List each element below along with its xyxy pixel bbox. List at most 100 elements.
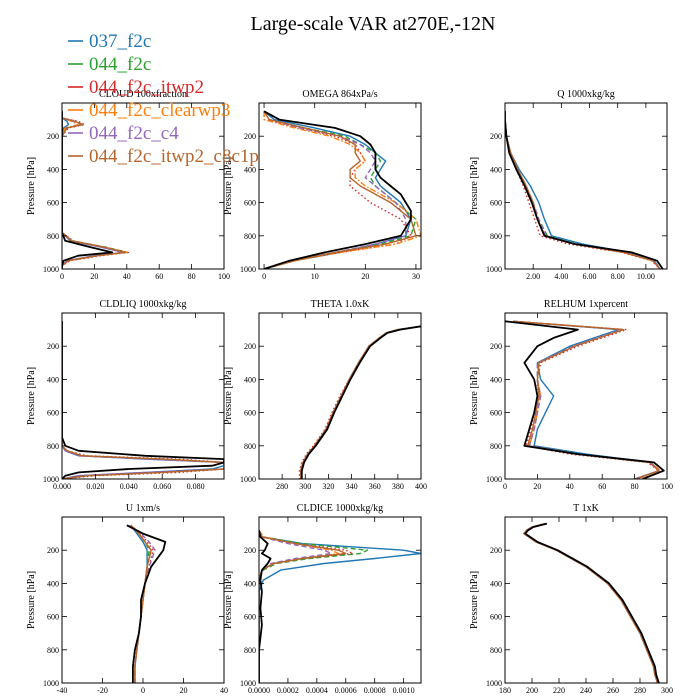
x-tick-label: 0.0004 <box>306 686 328 695</box>
x-tick-label: 280 <box>276 482 288 491</box>
legend-item: 037_f2c <box>68 31 151 52</box>
x-tick-label: 0.000 <box>53 482 71 491</box>
plot-frame <box>258 312 422 480</box>
legend-label: 044_f2c <box>89 54 151 75</box>
x-tick-label: 20 <box>361 272 369 281</box>
series-line-black <box>524 522 660 683</box>
series-line-black <box>259 530 272 683</box>
x-tick-label: 0.0002 <box>277 686 299 695</box>
y-axis-label: Pressure [hPa] <box>26 367 37 425</box>
series-line-044_f2c_clearwp3 <box>300 325 421 479</box>
x-tick-label: 220 <box>553 686 565 695</box>
x-tick-label: 6.00 <box>583 272 597 281</box>
series-line-044_f2c <box>259 529 369 683</box>
panel-cldliq: CLDLIQ 1000xkg/kg Pressure [hPa] 0.000 0.02… <box>26 299 225 491</box>
plot-frame <box>258 102 422 270</box>
series-line-black <box>62 321 224 479</box>
y-tick-label: 600 <box>47 199 59 208</box>
series-line-black <box>263 110 412 269</box>
y-tick-label: 400 <box>47 579 59 588</box>
x-tick-label: 180 <box>499 686 511 695</box>
panel-q: Q 1000xkg/kg Pressure [hPa] 2.00 4.00 6.00 8.… <box>469 89 668 281</box>
y-tick-label: 800 <box>244 232 256 241</box>
panels-group: CLOUD 100xfraction Pressure [hPa] 0 20 40 60 8… <box>26 89 673 695</box>
y-tick-label: 400 <box>490 165 502 174</box>
legend-item: 044_f2c_c4 <box>68 123 179 144</box>
y-tick-label: 800 <box>47 442 59 451</box>
figure-title: Large-scale VAR at270E,-12N <box>251 13 496 35</box>
x-tick-label: 200 <box>526 686 538 695</box>
y-tick-label: 1000 <box>43 265 59 274</box>
legend-item: 044_f2c_clearwp3 <box>68 100 230 121</box>
panel-cldice: CLDICE 1000xkg/kg Pressure [hPa] 0.0000 0.0… <box>223 503 422 695</box>
series-line-black <box>505 111 664 269</box>
series-line-044_f2c_c4 <box>128 524 156 683</box>
y-tick-label: 1000 <box>240 679 256 688</box>
x-tick-label: 10.00 <box>637 272 655 281</box>
legend-label: 044_f2c_itwp2 <box>89 77 204 98</box>
x-tick-label: 40 <box>220 686 228 695</box>
y-tick-label: 600 <box>47 613 59 622</box>
plot-frame <box>258 516 422 684</box>
y-axis-label: Pressure [hPa] <box>26 571 37 629</box>
x-tick-label: 280 <box>634 686 646 695</box>
panel-title: CLDICE 1000xkg/kg <box>297 503 383 514</box>
series-line-037_f2c <box>523 522 659 683</box>
y-tick-label: 200 <box>244 342 256 351</box>
panel-title: CLDLIQ 1000xkg/kg <box>100 299 187 310</box>
y-tick-label: 800 <box>490 646 502 655</box>
y-tick-label: 400 <box>47 375 59 384</box>
x-tick-label: 0.0000 <box>248 686 270 695</box>
legend-item: 044_f2c_itwp2_c8c1p <box>68 146 259 167</box>
panel-title: U 1xm/s <box>126 503 160 514</box>
series-line-044_f2c <box>300 325 421 479</box>
x-tick-label: 80 <box>188 272 196 281</box>
y-tick-label: 400 <box>490 579 502 588</box>
y-axis-label: Pressure [hPa] <box>469 571 480 629</box>
y-tick-label: 1000 <box>486 475 502 484</box>
x-tick-label: -40 <box>57 686 68 695</box>
x-tick-label: 300 <box>661 686 673 695</box>
x-tick-label: 240 <box>580 686 592 695</box>
x-tick-label: 4.00 <box>554 272 568 281</box>
panel-relhum: RELHUM 1xpercent Pressure [hPa] 0 20 40 60 80 1… <box>469 299 673 491</box>
x-tick-label: 20 <box>533 482 541 491</box>
x-tick-label: 300 <box>299 482 311 491</box>
series-line-037_f2c <box>300 325 421 479</box>
series-line-044_f2c_clearwp3 <box>263 111 421 269</box>
x-tick-label: 0 <box>60 272 64 281</box>
x-tick-label: 40 <box>123 272 131 281</box>
series-line-044_f2c_itwp2_c8c1p <box>130 524 152 683</box>
series-line-037_f2c <box>259 530 421 683</box>
y-tick-label: 400 <box>244 579 256 588</box>
legend-label: 044_f2c_clearwp3 <box>89 100 230 121</box>
x-tick-label: 0.040 <box>120 482 138 491</box>
x-tick-label: 0 <box>503 482 507 491</box>
x-tick-label: 20 <box>180 686 188 695</box>
x-tick-label: 10 <box>311 272 319 281</box>
series-line-044_f2c <box>263 110 417 269</box>
y-tick-label: 200 <box>490 546 502 555</box>
y-tick-label: 200 <box>244 546 256 555</box>
x-tick-label: 8.00 <box>611 272 625 281</box>
series-line-044_f2c_clearwp3 <box>259 529 340 683</box>
series-line-044_f2c_itwp2_c8c1p <box>259 530 347 683</box>
y-tick-label: 200 <box>490 132 502 141</box>
panel-title: THETA 1.0xK <box>311 299 370 310</box>
plot-frame <box>504 102 668 270</box>
series-line-044_f2c_itwp2 <box>298 325 421 479</box>
x-tick-label: 30 <box>412 272 420 281</box>
y-tick-label: 400 <box>490 375 502 384</box>
y-tick-label: 600 <box>490 199 502 208</box>
series-line-044_f2c_c4 <box>259 530 332 683</box>
panel-title: T 1xK <box>573 503 599 514</box>
series-line-044_f2c_itwp2_c8c1p <box>523 522 659 683</box>
x-tick-label: 100 <box>218 272 230 281</box>
panel-title: Q 1000xkg/kg <box>557 89 615 100</box>
x-tick-label: 80 <box>631 482 639 491</box>
legend: 037_f2c044_f2c044_f2c_itwp2044_f2c_clear… <box>68 31 259 167</box>
y-tick-label: 1000 <box>240 265 256 274</box>
x-tick-label: 0.060 <box>153 482 171 491</box>
y-tick-label: 200 <box>47 342 59 351</box>
y-axis-label: Pressure [hPa] <box>223 571 234 629</box>
